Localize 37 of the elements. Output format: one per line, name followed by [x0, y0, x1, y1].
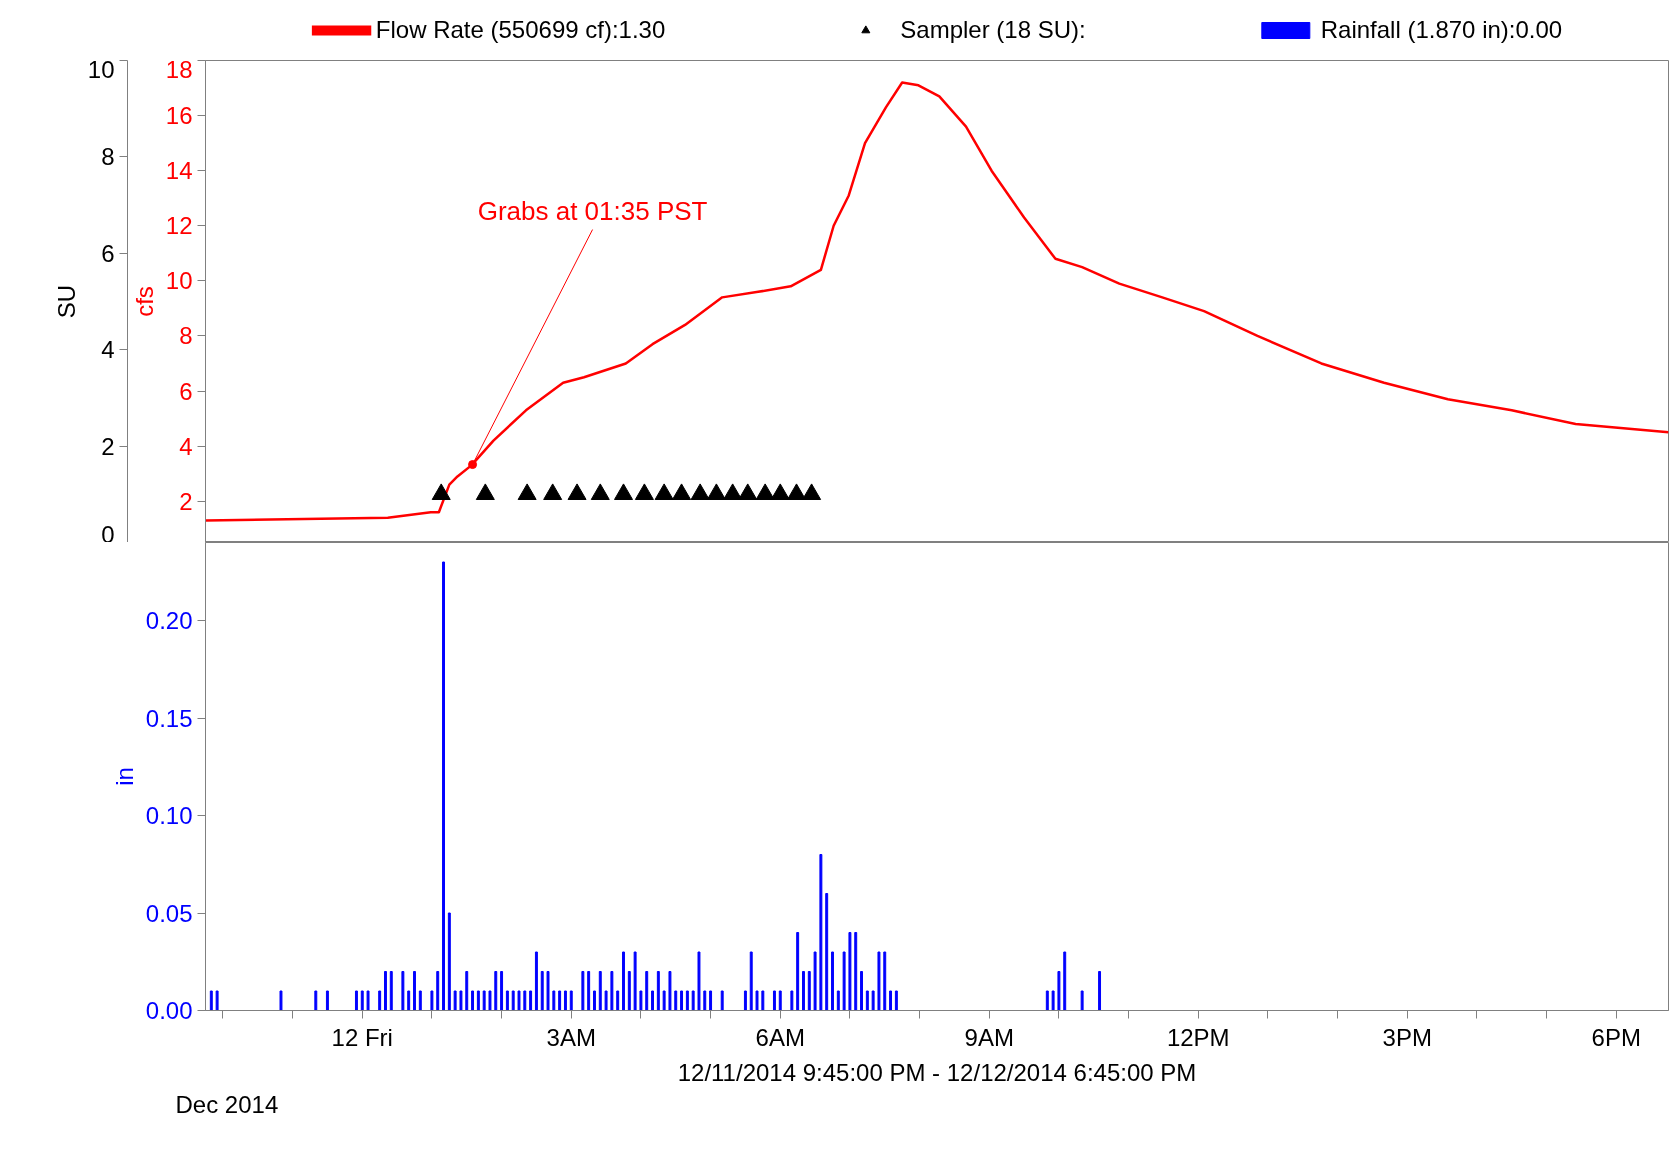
- text: Dec 2014: [175, 1090, 279, 1118]
- y2-axis-title: SU: [52, 284, 80, 319]
- legend-label: Rainfall (1.870 in):0.00: [1320, 16, 1563, 44]
- y2-tick-label: 0: [101, 520, 115, 548]
- y-tick-label: 0.20: [145, 607, 193, 634]
- y-tick-label: 10: [165, 267, 193, 295]
- y-axis-title: in: [110, 767, 138, 786]
- y-tick-label: 0.00: [145, 997, 193, 1024]
- y2-tick-label: 2: [101, 432, 115, 460]
- y-tick-label: 14: [165, 157, 193, 185]
- y-axis-title: cfs: [130, 286, 158, 317]
- x-tick-label: 6AM: [755, 1023, 805, 1051]
- y-tick-label: 0.10: [145, 802, 193, 829]
- annotation: Grabs at 01:35 PST: [477, 195, 708, 226]
- y-tick-label: 4: [179, 432, 193, 460]
- y-tick-label: 2: [179, 487, 193, 515]
- x-tick-label: 6PM: [1591, 1023, 1641, 1051]
- y-tick-label: 0.05: [145, 899, 193, 927]
- x-tick-label: 12 Fri: [331, 1023, 393, 1051]
- y-tick-label: 12: [165, 212, 193, 240]
- x-tick-label: 3PM: [1382, 1023, 1432, 1051]
- y-tick-label: 18: [165, 55, 193, 83]
- y2-tick-label: 4: [101, 336, 115, 364]
- y2-tick-label: 8: [101, 143, 115, 171]
- legend-label: Flow Rate (550699 cf):1.30: [375, 16, 666, 44]
- y-tick-label: 8: [179, 322, 193, 350]
- y-tick-label: 0.15: [145, 704, 193, 732]
- y-tick-label: 6: [179, 377, 193, 405]
- y-tick-label: 16: [165, 102, 193, 130]
- x-axis-title: 12/11/2014 9:45:00 PM - 12/12/2014 6:45:00 PM: [677, 1058, 1197, 1086]
- x-tick-label: 9AM: [964, 1023, 1014, 1051]
- line-series: [205, 81, 1669, 522]
- legend-label: Sampler (18 SU):: [900, 16, 1086, 44]
- x-tick-label: 12PM: [1166, 1023, 1230, 1051]
- y2-tick-label: 6: [101, 239, 115, 267]
- y2-tick-label: 10: [87, 55, 115, 83]
- x-tick-label: 3AM: [546, 1023, 596, 1051]
